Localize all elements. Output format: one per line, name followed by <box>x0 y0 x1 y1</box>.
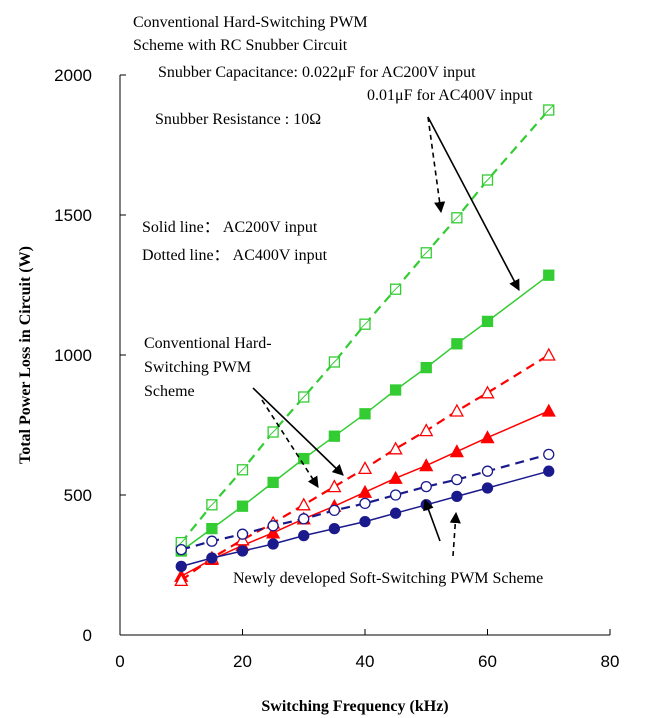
data-point-mark <box>390 283 401 295</box>
data-point <box>543 465 555 477</box>
data-point-mark <box>237 464 248 476</box>
data-point <box>451 473 463 486</box>
data-point <box>388 470 403 484</box>
data-point <box>175 543 187 556</box>
data-point <box>389 489 402 501</box>
series-layer <box>174 104 556 587</box>
data-point <box>267 476 279 489</box>
data-point <box>543 448 555 461</box>
annotation-arrows <box>252 116 520 557</box>
x-tick-label: 20 <box>233 652 252 671</box>
data-point <box>206 552 218 564</box>
data-point <box>543 269 555 281</box>
data-point <box>328 522 341 535</box>
series-soft200 <box>175 465 555 573</box>
snubber-title-line2: Scheme with RC Snubber Circuit <box>133 37 348 54</box>
data-point <box>481 482 494 494</box>
hard-switching-label-line2: Switching PWM <box>144 359 251 376</box>
x-tick-label: 40 <box>356 652 375 671</box>
x-axis-label: Switching Frequency (kHz) <box>261 698 448 715</box>
data-point <box>266 525 281 539</box>
series-line-snub400 <box>180 109 550 544</box>
data-point-mark <box>451 212 463 224</box>
data-point <box>359 408 371 420</box>
data-point <box>206 522 218 535</box>
data-point <box>389 384 402 396</box>
data-point <box>236 545 249 557</box>
data-point-mark <box>482 174 493 186</box>
data-point-mark <box>543 104 555 116</box>
arrow-hard-solid <box>252 387 344 476</box>
data-point-mark <box>298 391 310 403</box>
x-tick-label: 0 <box>115 652 124 671</box>
hard-switching-label-line3: Scheme <box>144 383 195 400</box>
x-tick-label: 60 <box>478 652 497 671</box>
data-point <box>296 497 311 511</box>
soft-switching-label: Newly developed Soft-Switching PWM Schem… <box>233 570 543 587</box>
y-tick-label: 1000 <box>54 346 92 365</box>
data-point <box>175 560 187 573</box>
data-point <box>419 423 434 437</box>
data-point <box>451 338 463 350</box>
data-point-mark <box>329 356 340 368</box>
dotted-line-note: Dotted line： AC400V input <box>142 247 328 264</box>
data-point <box>357 484 373 498</box>
series-soft400 <box>175 448 555 556</box>
data-point <box>298 452 310 465</box>
data-point <box>359 515 371 528</box>
data-point-mark <box>206 499 218 511</box>
arrow-soft-solid <box>423 498 441 542</box>
data-point <box>359 497 371 510</box>
data-point <box>481 315 494 328</box>
data-point <box>480 430 495 444</box>
series-snub200 <box>175 269 555 557</box>
data-point-mark <box>267 426 279 438</box>
data-point <box>236 528 249 540</box>
arrow-soft-dashed <box>449 511 461 557</box>
data-point <box>541 403 556 417</box>
y-tick-label: 500 <box>64 486 92 505</box>
snubber-resistance: Snubber Resistance : 10Ω <box>155 111 321 128</box>
arrow-snubber-dashed <box>427 116 446 214</box>
snubber-title-line1: Conventional Hard-Switching PWM <box>133 14 368 31</box>
y-tick-label: 2000 <box>54 66 92 85</box>
data-point <box>449 403 464 417</box>
x-tick-label: 80 <box>601 652 620 671</box>
data-point <box>420 361 432 374</box>
data-point-mark <box>359 318 371 330</box>
solid-line-note: Solid line： AC200V input <box>142 219 318 236</box>
data-point <box>449 444 464 458</box>
data-point <box>481 465 494 477</box>
series-snub400 <box>175 104 555 549</box>
data-point <box>327 479 342 493</box>
data-point <box>206 535 218 547</box>
snubber-capacitance-line1: Snubber Capacitance: 0.022μF for AC200V … <box>158 64 476 81</box>
data-point <box>541 347 556 361</box>
data-point <box>328 504 341 517</box>
data-point <box>451 490 463 503</box>
y-tick-label: 0 <box>83 626 92 645</box>
y-tick-label: 1500 <box>54 206 92 225</box>
data-point <box>420 480 432 493</box>
data-point <box>419 458 434 472</box>
data-point <box>174 573 189 587</box>
data-point <box>267 520 279 532</box>
hard-switching-label-line1: Conventional Hard- <box>144 335 272 352</box>
data-point <box>298 529 310 542</box>
arrow-snubber-solid <box>427 116 520 291</box>
data-point <box>298 513 310 525</box>
series-hard200 <box>174 403 556 582</box>
data-point <box>480 385 495 399</box>
data-point <box>388 441 403 455</box>
data-point <box>236 500 249 512</box>
snubber-capacitance-line2: 0.01μF for AC400V input <box>367 87 533 104</box>
data-point <box>357 461 373 475</box>
data-point <box>389 507 402 519</box>
y-axis-label: Total Power Loss in Circuit (W) <box>17 246 34 464</box>
data-point <box>267 538 279 550</box>
data-point <box>328 430 341 442</box>
data-point-mark <box>420 247 432 259</box>
axes: 0 500 1000 1500 2000 0 20 40 60 80 <box>54 66 619 671</box>
